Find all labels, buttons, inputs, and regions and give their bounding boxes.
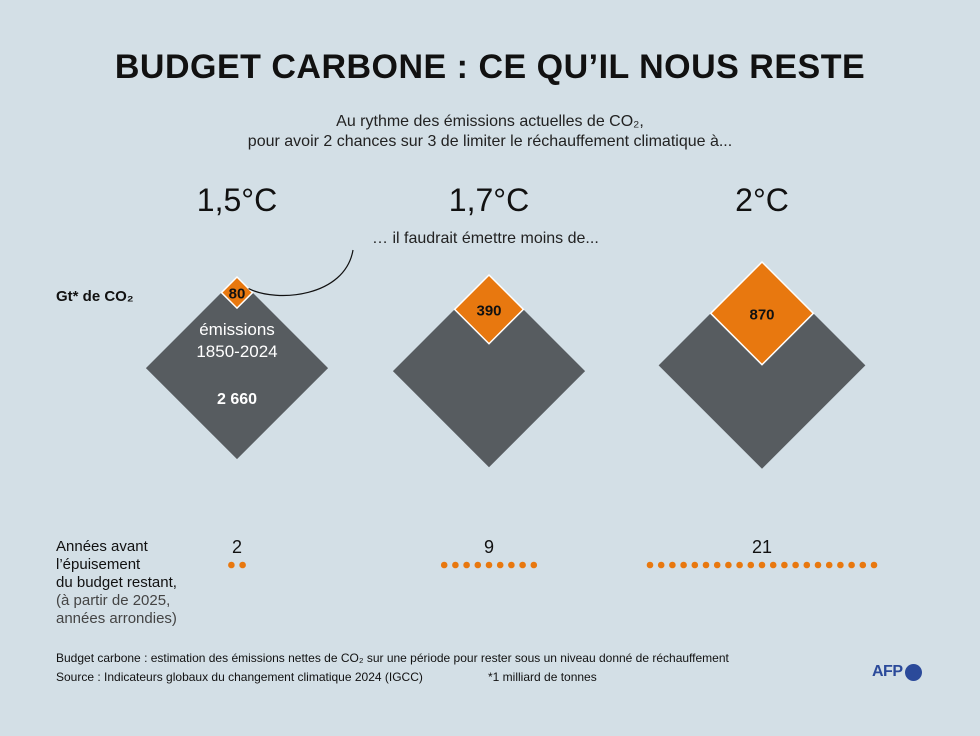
scenario-3-year-dot xyxy=(870,561,878,569)
scenario-1-year-dot xyxy=(228,561,235,569)
scenario-3-year-dot xyxy=(646,561,654,569)
scenario-3-remaining-diamond xyxy=(709,260,815,366)
scenario-3-year-dot xyxy=(747,561,755,569)
afp-logo: AFP xyxy=(872,663,922,681)
scenario-2-year-dot xyxy=(463,561,470,569)
years-label-line-1: Années avant xyxy=(56,538,148,555)
scenario-3-year-dot xyxy=(657,561,665,569)
scenario-2-remaining-label: 390 xyxy=(476,302,501,319)
footnote-unit: *1 milliard de tonnes xyxy=(488,670,597,684)
scenario-1-year-dot xyxy=(239,561,246,569)
scenario-2-year-dot xyxy=(485,561,493,569)
scenario-2-years-value: 9 xyxy=(484,537,494,557)
scenario-2-year-dot xyxy=(440,561,448,569)
scenario-2-historical-diamond xyxy=(392,275,586,468)
logo-dot-icon xyxy=(904,663,922,681)
scenario-3-year-dot xyxy=(814,561,822,569)
years-label-line-2: l’épuisement xyxy=(56,556,141,573)
scenario-3-year-dot xyxy=(669,561,676,569)
scenario-1-remaining-diamond xyxy=(220,275,254,310)
scenario-2-temperature: 1,7°C xyxy=(448,182,530,218)
subtitle: Au rythme des émissions actuelles de CO₂… xyxy=(0,112,980,152)
scenario-1-temperature: 1,5°C xyxy=(196,182,278,218)
scenario-1-historical-diamond xyxy=(145,277,329,460)
subtitle-line-2: pour avoir 2 chances sur 3 de limiter le… xyxy=(247,133,733,150)
intro-sentence: … il faudrait émettre moins de... xyxy=(372,230,599,247)
scenario-2-remaining-diamond xyxy=(453,273,525,345)
scenario-3-year-dot xyxy=(680,561,687,569)
scenario-2-year-dot xyxy=(519,561,526,569)
scenario-2-year-dot xyxy=(496,561,504,569)
logo-text: AFP xyxy=(872,663,903,680)
scenario-3-year-dot xyxy=(859,561,867,569)
scenario-2-year-dot xyxy=(530,561,538,569)
scenario-3-year-dot xyxy=(792,561,799,569)
connector-line xyxy=(248,249,354,297)
scenario-3-year-dot xyxy=(781,561,788,569)
scenario-3-year-dot xyxy=(758,561,766,569)
scenario-3-temperature: 2°C xyxy=(735,182,789,218)
scenario-3-year-dot xyxy=(691,561,699,569)
scenario-3-remaining-label: 870 xyxy=(749,306,774,323)
footnote-definition: Budget carbone : estimation des émission… xyxy=(56,651,729,665)
scenario-2-year-dot xyxy=(452,561,459,569)
scenario-2-year-dot xyxy=(474,561,482,569)
historical-emissions-value: 2 660 xyxy=(217,391,257,408)
scenario-3-year-dot xyxy=(837,561,844,569)
scenario-2-year-dot xyxy=(508,561,515,569)
scenario-1-remaining-label: 80 xyxy=(229,286,246,303)
scenario-3-year-dot xyxy=(803,561,811,569)
years-label-line-5: années arrondies) xyxy=(56,610,177,627)
emissions-label-line-2: 1850-2024 xyxy=(196,342,277,361)
emissions-label-line-1: émissions xyxy=(199,320,275,339)
subtitle-line-1: Au rythme des émissions actuelles de CO₂… xyxy=(336,113,644,130)
scenario-3-years-value: 21 xyxy=(752,537,772,557)
unit-label: Gt* de CO₂ xyxy=(56,288,134,305)
scenario-3-year-dot xyxy=(848,561,855,569)
scenario-3-year-dot xyxy=(702,561,710,569)
scenario-3-year-dot xyxy=(713,561,721,569)
page-title: BUDGET CARBONE : CE QU’IL NOUS RESTE xyxy=(114,48,866,86)
years-label-line-3: du budget restant, xyxy=(56,574,177,591)
scenario-3-year-dot xyxy=(736,561,743,569)
scenario-3-year-dot xyxy=(825,561,833,569)
scenario-1-years-value: 2 xyxy=(232,537,242,557)
scenario-3-year-dot xyxy=(725,561,732,569)
scenario-3-year-dot xyxy=(769,561,777,569)
footnote-source: Source : Indicateurs globaux du changeme… xyxy=(56,670,423,684)
years-label-line-4: (à partir de 2025, xyxy=(56,592,171,609)
years-label: Années avant l’épuisement du budget rest… xyxy=(56,538,177,628)
